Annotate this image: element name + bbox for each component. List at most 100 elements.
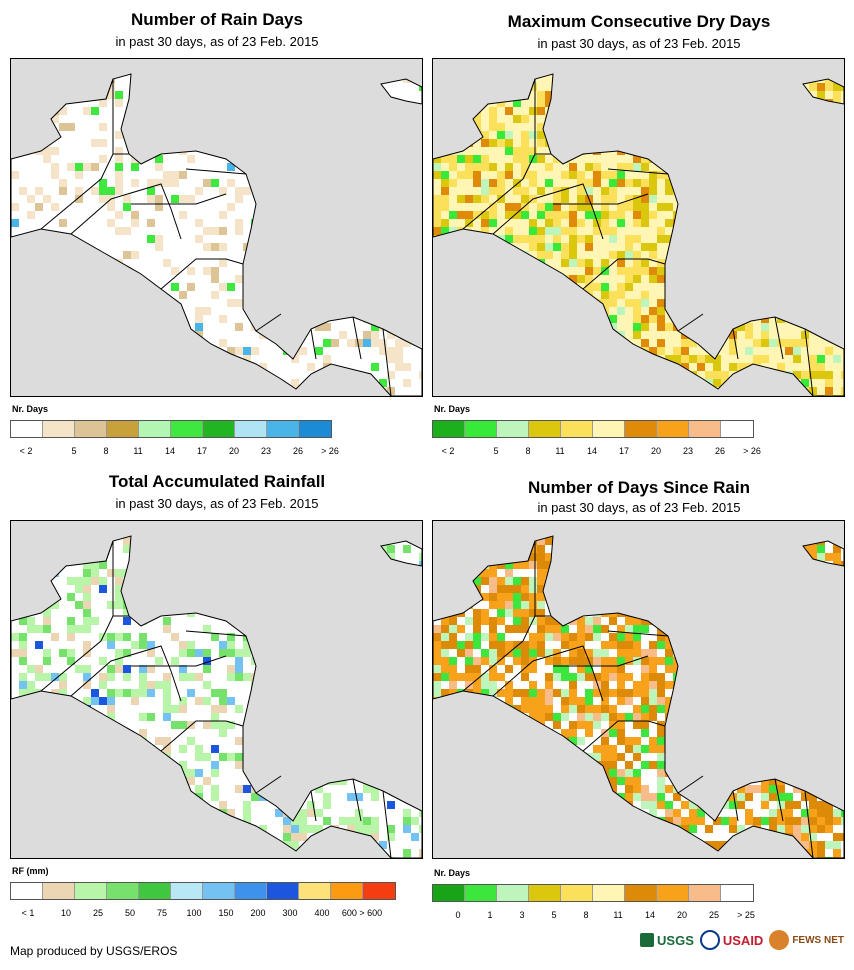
grid-cell — [537, 387, 545, 395]
grid-cell — [553, 259, 561, 267]
grid-cell — [387, 187, 395, 195]
grid-cell — [721, 355, 729, 363]
grid-cell — [713, 203, 721, 211]
grid-cell — [473, 187, 481, 195]
grid-cell — [227, 809, 235, 817]
grid-cell — [729, 219, 737, 227]
grid-cell — [505, 155, 513, 163]
grid-cell — [625, 371, 633, 379]
grid-cell — [521, 601, 529, 609]
grid-cell — [785, 227, 793, 235]
grid-cell — [489, 633, 497, 641]
grid-cell — [609, 115, 617, 123]
grid-cell — [259, 203, 267, 211]
grid-cell — [529, 315, 537, 323]
grid-cell — [697, 697, 705, 705]
grid-cell — [793, 74, 801, 75]
grid-cell — [705, 729, 713, 737]
grid-cell — [593, 227, 601, 235]
grid-cell — [681, 705, 689, 713]
grid-cell — [665, 585, 673, 593]
grid-cell — [729, 315, 737, 323]
grid-cell — [91, 331, 99, 339]
grid-cell — [403, 689, 411, 697]
grid-cell — [275, 729, 283, 737]
grid-cell — [721, 721, 729, 729]
grid-cell — [585, 705, 593, 713]
grid-cell — [505, 291, 513, 299]
grid-cell — [769, 299, 777, 307]
grid-cell — [83, 641, 91, 649]
grid-cell — [553, 83, 561, 91]
grid-cell — [801, 115, 809, 123]
grid-cell — [593, 713, 601, 721]
grid-cell — [19, 545, 27, 553]
grid-cell — [473, 219, 481, 227]
grid-cell — [395, 769, 403, 777]
grid-cell — [537, 689, 545, 697]
grid-cell — [457, 577, 465, 585]
grid-cell — [561, 267, 569, 275]
grid-cell — [777, 203, 785, 211]
grid-cell — [657, 123, 665, 131]
grid-cell — [529, 99, 537, 107]
grid-cell — [323, 801, 331, 809]
grid-cell — [19, 689, 27, 697]
grid-cell — [609, 617, 617, 625]
grid-cell — [27, 601, 35, 609]
grid-cell — [43, 833, 51, 841]
grid-cell — [481, 355, 489, 363]
grid-cell — [99, 697, 107, 705]
grid-cell — [761, 553, 769, 561]
grid-cell — [737, 649, 745, 657]
grid-cell — [529, 291, 537, 299]
grid-cell — [179, 123, 187, 131]
grid-cell — [537, 75, 545, 83]
grid-cell — [235, 299, 243, 307]
grid-cell — [825, 155, 833, 163]
grid-cell — [585, 371, 593, 379]
grid-cell — [817, 147, 825, 155]
grid-cell — [371, 585, 379, 593]
grid-cell — [545, 203, 553, 211]
grid-cell — [403, 545, 411, 553]
grid-cell — [131, 577, 139, 585]
grid-cell — [497, 299, 505, 307]
grid-cell — [737, 299, 745, 307]
grid-cell — [577, 761, 585, 769]
grid-cell — [513, 107, 521, 115]
grid-cell — [609, 561, 617, 569]
grid-cell — [19, 299, 27, 307]
grid-cell — [801, 729, 809, 737]
grid-cell — [505, 331, 513, 339]
grid-cell — [283, 155, 291, 163]
grid-cell — [641, 291, 649, 299]
grid-cell — [769, 585, 777, 593]
grid-cell — [609, 123, 617, 131]
grid-cell — [347, 537, 355, 545]
grid-cell — [147, 681, 155, 689]
grid-cell — [411, 179, 419, 187]
grid-cell — [809, 729, 817, 737]
grid-cell — [107, 665, 115, 673]
grid-cell — [465, 74, 473, 75]
grid-cell — [697, 307, 705, 315]
grid-cell — [115, 849, 123, 857]
grid-cell — [729, 633, 737, 641]
grid-cell — [585, 131, 593, 139]
grid-cell — [561, 227, 569, 235]
grid-cell — [825, 641, 833, 649]
grid-cell — [569, 235, 577, 243]
grid-cell — [761, 131, 769, 139]
grid-cell — [833, 315, 841, 323]
grid-cell — [689, 657, 697, 665]
grid-cell — [745, 371, 753, 379]
grid-cell — [817, 203, 825, 211]
grid-cell — [745, 75, 753, 83]
grid-cell — [315, 785, 323, 793]
grid-cell — [777, 379, 785, 387]
grid-cell — [585, 243, 593, 251]
grid-cell — [545, 689, 553, 697]
grid-cell — [331, 537, 339, 545]
grid-cell — [825, 83, 833, 91]
